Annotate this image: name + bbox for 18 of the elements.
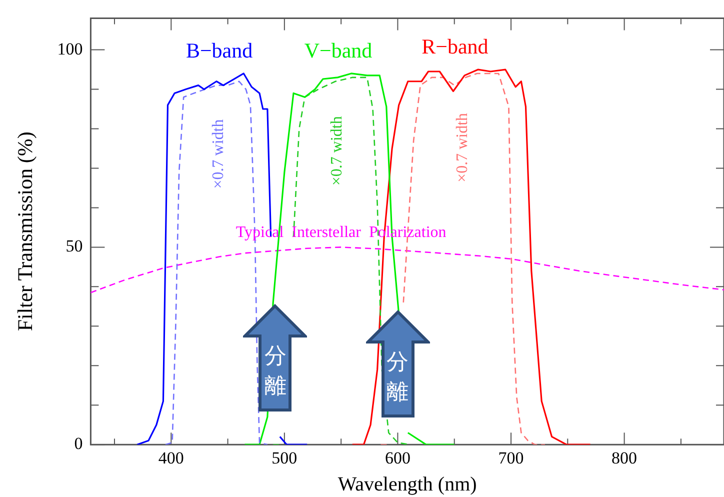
y-tick-label: 0 — [74, 434, 83, 454]
text: ×0.7 width — [454, 112, 472, 182]
series-label: R−band — [422, 34, 489, 59]
annotation: 分離 — [386, 349, 410, 408]
y-axis-title: Filter Transmission (%) — [13, 132, 38, 332]
x-tick-label: 600 — [384, 448, 410, 468]
x-axis-title: Wavelength (nm) — [338, 473, 477, 496]
text: ×0.7 width — [328, 116, 346, 186]
series-label: V−band — [304, 38, 373, 62]
annotation: 分離 — [263, 343, 288, 402]
x-tick-label: 800 — [612, 448, 638, 468]
x-tick-label: 400 — [158, 448, 184, 468]
y-tick-label: 100 — [57, 39, 83, 58]
x-tick-label: 500 — [272, 448, 298, 468]
y-tick-label: 50 — [66, 236, 83, 256]
text: ×0.7 width — [210, 119, 228, 189]
x-tick-label: 700 — [498, 448, 524, 468]
series-label: B−band — [186, 38, 254, 62]
